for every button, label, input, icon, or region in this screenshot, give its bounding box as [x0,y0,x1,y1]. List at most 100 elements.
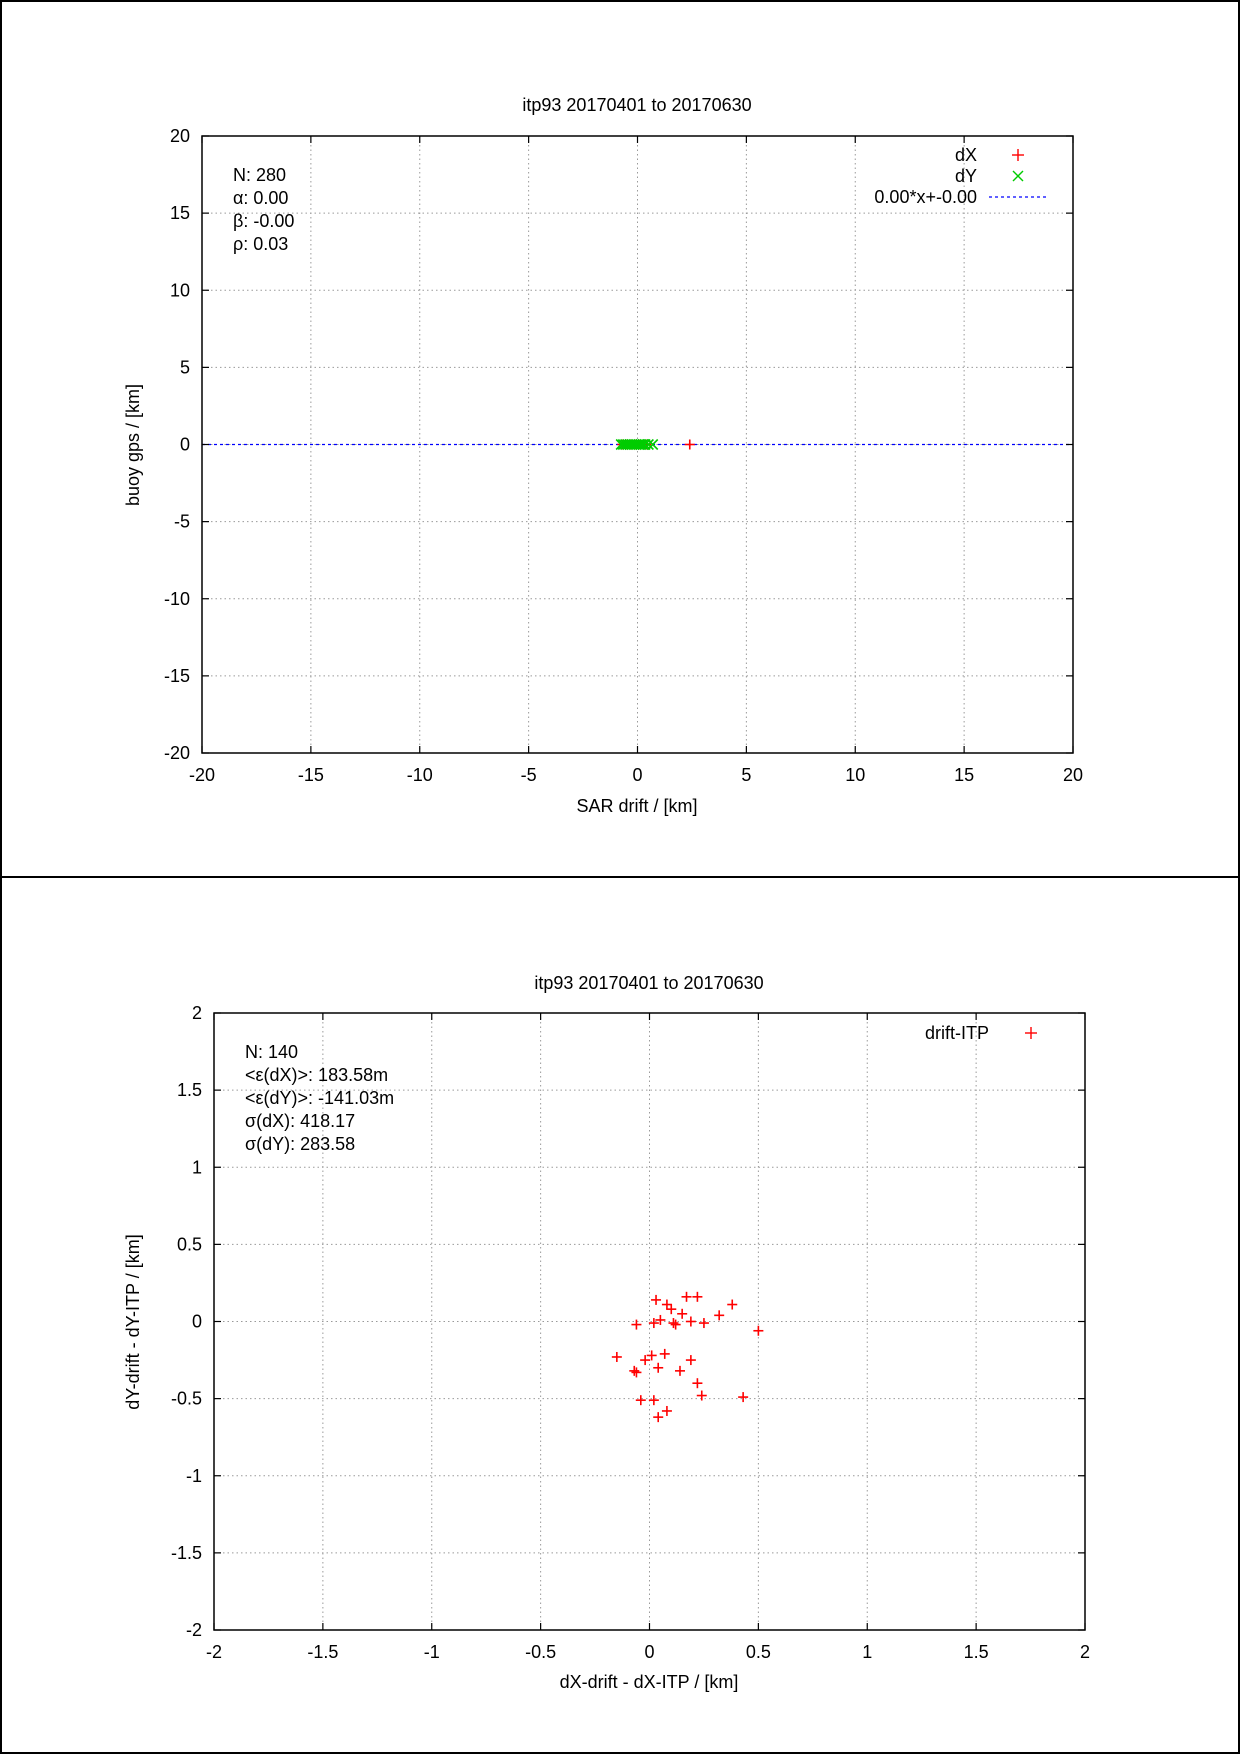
chart-2-point-drift-itp [659,1348,670,1359]
chart-2-point-drift-itp [670,1319,681,1330]
chart-1-legend-label-dx: dX [955,145,977,165]
chart-2-point-drift-itp [727,1299,738,1310]
chart-2-xtick-label: 2 [1080,1642,1090,1662]
chart-2-point-drift-itp [685,1355,696,1366]
chart-1-xtick-label: -10 [407,765,433,785]
chart-1-xlabel: SAR drift / [km] [576,796,697,816]
chart-1-xtick-label: -20 [189,765,215,785]
chart-1-stat-rho: ρ: 0.03 [233,234,288,254]
chart-1-stat-alpha: α: 0.00 [233,188,288,208]
chart-2-points [611,1291,764,1423]
chart-1-xtick-label: 15 [954,765,974,785]
chart-2-point-drift-itp [681,1291,692,1302]
chart-1-stat-beta: β: -0.00 [233,211,294,231]
chart-2-point-drift-itp [635,1395,646,1406]
chart-2-ytick-label: -1 [186,1466,202,1486]
chart-2-stat-mean-dx: <ε(dX)>: 183.58m [245,1065,388,1085]
chart-2-point-drift-itp [653,1362,664,1373]
chart-1-ytick-label: 5 [180,357,190,377]
chart-2-ytick-label: -2 [186,1620,202,1640]
chart-1-legend-marker-dx [1012,149,1024,161]
chart-1-legend: dX dY 0.00*x+-0.00 [874,145,1046,207]
chart-2-point-drift-itp [646,1350,657,1361]
chart-1-xticks: -20 -15 -10 -5 0 5 10 15 20 [189,136,1083,785]
chart-2-point-drift-itp [661,1405,672,1416]
chart-2-point-drift-itp [674,1365,685,1376]
chart-2-point-drift-itp [611,1351,622,1362]
chart-2-ytick-label: 1.5 [177,1080,202,1100]
chart-2-ytick-label: 0.5 [177,1234,202,1254]
chart-2-point-drift-itp [661,1299,672,1310]
chart-2-xlabel: dX-drift - dX-ITP / [km] [560,1672,739,1692]
chart-1-xtick-label: 5 [741,765,751,785]
chart-1-title: itp93 20170401 to 20170630 [522,95,751,115]
chart-2-point-drift-itp [648,1318,659,1329]
chart-2-point-drift-itp [666,1304,677,1315]
chart-2: itp93 20170401 to 20170630 -2 -1.5 -1 -0.5 0… [123,973,1090,1692]
chart-2-point-drift-itp [648,1395,659,1406]
chart-2-xtick-label: 1.5 [964,1642,989,1662]
chart-1-ytick-label: 15 [170,203,190,223]
chart-2-point-drift-itp [714,1310,725,1321]
chart-2-point-drift-itp [640,1355,651,1366]
chart-1-point-dx [684,439,695,450]
chart-2-legend: drift-ITP [925,1023,1037,1043]
chart-1-ytick-label: 10 [170,280,190,300]
chart-1-xtick-label: -15 [298,765,324,785]
chart-1-legend-label-dy: dY [955,166,977,186]
chart-1-grid [202,136,1073,753]
chart-2-ytick-label: -1.5 [171,1543,202,1563]
chart-2-xtick-label: -1 [424,1642,440,1662]
chart-1-ytick-label: -15 [164,666,190,686]
chart-2-ytick-label: 0 [192,1312,202,1332]
chart-1-legend-marker-dy [1012,170,1024,182]
chart-2-stat-sigma-dy: σ(dY): 283.58 [245,1134,355,1154]
chart-2-xtick-label: -1.5 [307,1642,338,1662]
chart-2-point-drift-itp [692,1378,703,1389]
chart-1-ylabel: buoy gps / [km] [123,384,143,506]
chart-2-stat-n: N: 140 [245,1042,298,1062]
chart-2-xtick-label: 0 [644,1642,654,1662]
chart-1-point-dy [642,438,654,451]
chart-2-point-drift-itp [738,1392,749,1403]
chart-2-yticks: -2 -1.5 -1 -0.5 0 0.5 1 1.5 2 [171,1003,1085,1640]
chart-2-point-drift-itp [753,1325,764,1336]
chart-2-stat-mean-dy: <ε(dY)>: -141.03m [245,1088,394,1108]
chart-1-stat-n: N: 280 [233,165,286,185]
chart-2-point-drift-itp [653,1412,664,1423]
chart-2-xtick-label: 1 [862,1642,872,1662]
chart-2-stats: N: 140 <ε(dX)>: 183.58m <ε(dY)>: -141.03… [245,1042,394,1154]
chart-2-title: itp93 20170401 to 20170630 [534,973,763,993]
chart-1-points [615,438,695,451]
chart-2-point-drift-itp [655,1314,666,1325]
chart-2-ytick-label: 2 [192,1003,202,1023]
chart-1-xtick-label: 20 [1063,765,1083,785]
chart-1-ytick-label: -20 [164,743,190,763]
chart-1-legend-label-fit: 0.00*x+-0.00 [874,187,977,207]
chart-1-ytick-label: -10 [164,589,190,609]
chart-2-point-drift-itp [696,1390,707,1401]
chart-1-yticks: -20 -15 -10 -5 0 5 10 15 20 [164,126,1073,763]
chart-1-point-dy [647,438,659,451]
chart-2-xtick-label: 0.5 [746,1642,771,1662]
chart-2-stat-sigma-dx: σ(dX): 418.17 [245,1111,355,1131]
chart-2-ytick-label: -0.5 [171,1389,202,1409]
chart-2-ytick-label: 1 [192,1157,202,1177]
chart-2-xtick-label: -2 [206,1642,222,1662]
chart-1-xtick-label: -5 [521,765,537,785]
chart-2-point-drift-itp [651,1294,662,1305]
chart-1: itp93 20170401 to 20170630 -20 -15 -10 -5 0 5… [123,95,1083,816]
chart-1-ytick-label: -5 [174,512,190,532]
chart-2-point-drift-itp [692,1291,703,1302]
chart-2-point-drift-itp [631,1319,642,1330]
chart-2-ylabel: dY-drift - dY-ITP / [km] [123,1234,143,1409]
chart-2-grid [214,1013,1085,1630]
chart-1-stats: N: 280 α: 0.00 β: -0.00 ρ: 0.03 [233,165,294,254]
chart-2-point-drift-itp [677,1308,688,1319]
chart-2-xtick-label: -0.5 [525,1642,556,1662]
chart-2-point-drift-itp [668,1318,679,1329]
chart-1-ytick-label: 20 [170,126,190,146]
chart-2-point-drift-itp [698,1318,709,1329]
chart-1-ytick-label: 0 [180,435,190,455]
